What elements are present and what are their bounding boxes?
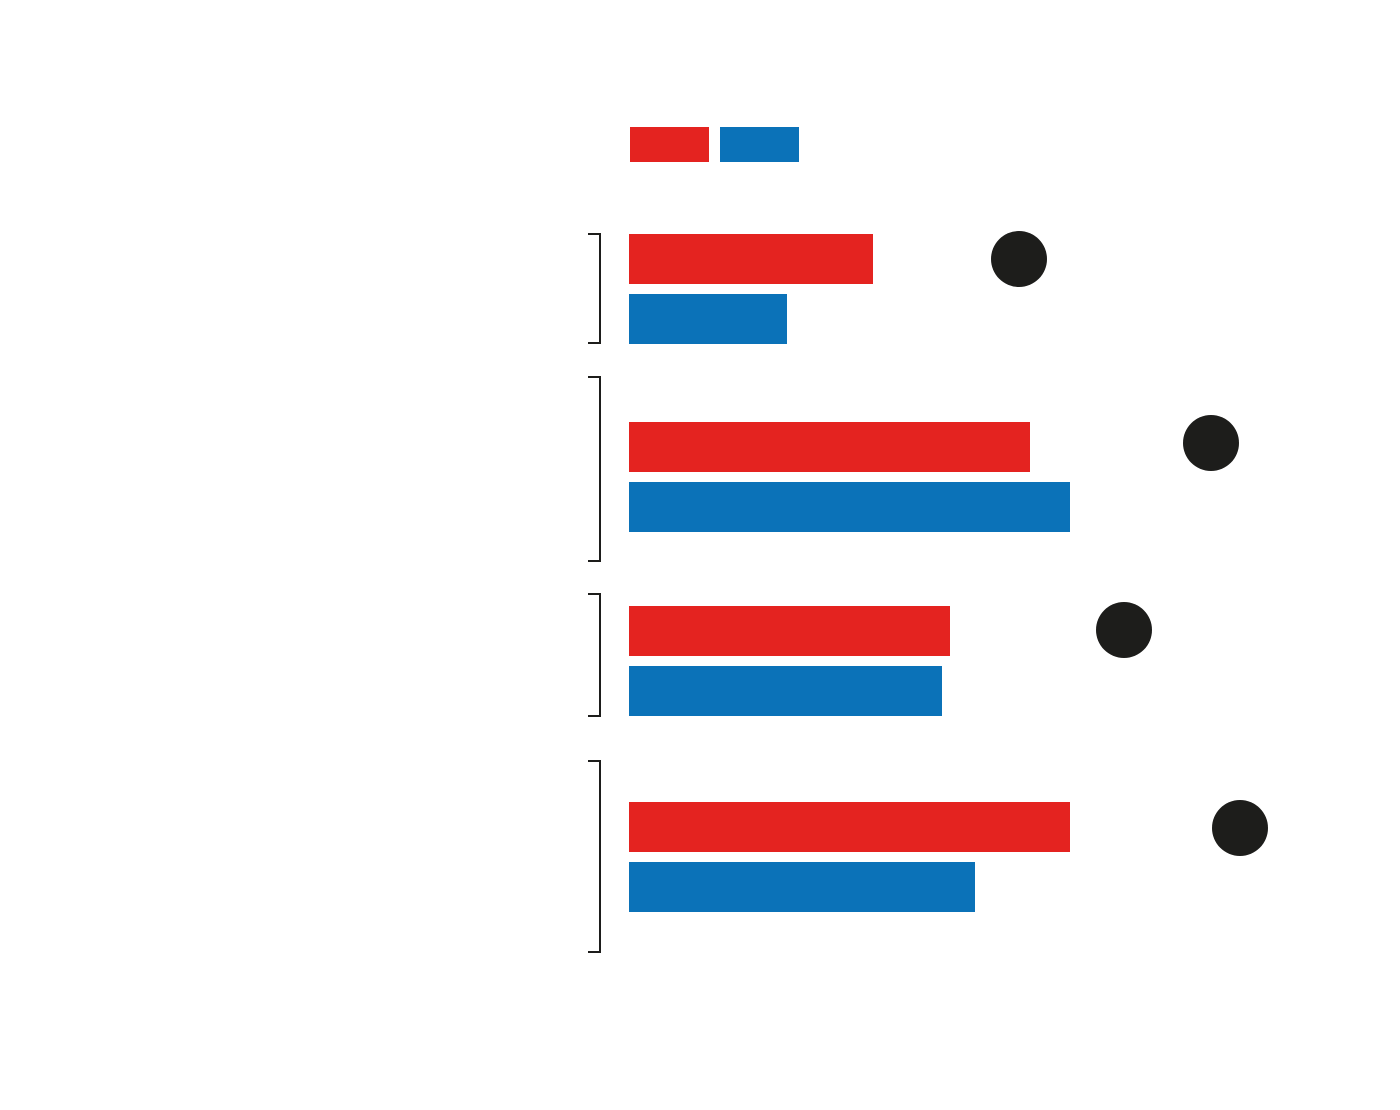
bar xyxy=(629,666,942,716)
bar xyxy=(629,422,1030,472)
dot xyxy=(1183,415,1239,471)
bar xyxy=(629,802,1070,852)
dot xyxy=(1096,602,1152,658)
group-bracket xyxy=(588,760,601,953)
bar xyxy=(629,606,950,656)
bar xyxy=(629,862,975,912)
dot xyxy=(1212,800,1268,856)
legend-swatch xyxy=(720,127,799,162)
bar xyxy=(629,234,873,284)
bar xyxy=(629,294,787,344)
dot xyxy=(991,231,1047,287)
group-bracket xyxy=(588,233,601,344)
group-bracket xyxy=(588,593,601,717)
group-bracket xyxy=(588,376,601,562)
bar xyxy=(629,482,1070,532)
legend-swatch xyxy=(630,127,709,162)
